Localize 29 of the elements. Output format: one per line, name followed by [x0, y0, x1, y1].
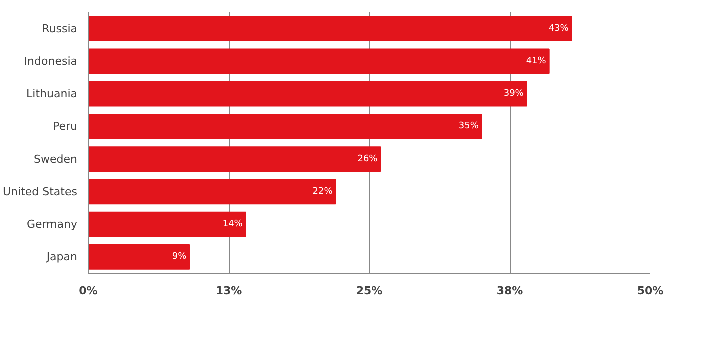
x-tick-label: 50% [637, 284, 664, 298]
data-label: 39% [504, 89, 524, 100]
data-label: 41% [526, 56, 547, 66]
bar [88, 114, 482, 140]
y-tick-label: Indonesia [24, 54, 78, 68]
bar [88, 16, 572, 42]
bar [88, 48, 550, 74]
x-tick-label: 0% [79, 284, 98, 298]
y-tick-label: Germany [26, 218, 78, 232]
x-tick-label: 13% [216, 284, 242, 298]
y-tick-label: Sweden [34, 152, 78, 166]
data-label: 9% [172, 252, 188, 262]
data-label: 35% [458, 122, 480, 132]
bar [88, 81, 528, 107]
y-tick-label: Peru [52, 120, 78, 134]
bar [88, 146, 382, 172]
bar [88, 179, 336, 205]
y-tick-label: Lithuania [26, 88, 78, 101]
y-tick-label: Japan [46, 250, 78, 264]
x-tick-label: 25% [356, 284, 383, 298]
y-tick-label: Russia [42, 22, 78, 36]
data-label: 22% [312, 186, 334, 197]
bar [88, 212, 246, 238]
data-label: 26% [358, 154, 378, 164]
data-label: 14% [222, 220, 244, 230]
x-tick-label: 38% [496, 284, 524, 298]
y-tick-label: United States [3, 185, 78, 198]
data-label: 43% [548, 24, 570, 34]
bar [88, 244, 190, 270]
